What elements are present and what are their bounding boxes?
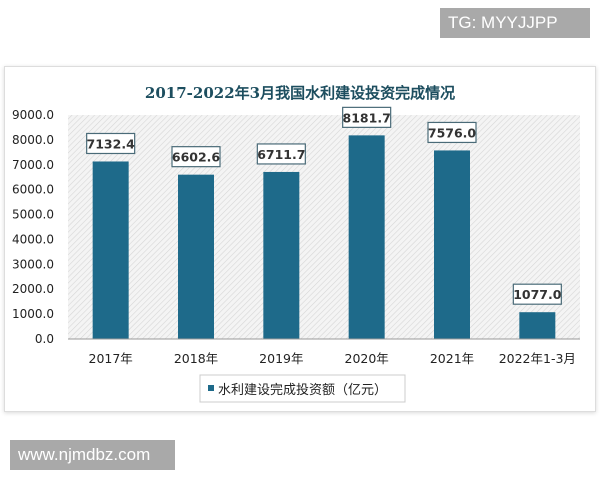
bar [178,174,214,339]
chart-title: 2017-2022年3月我国水利建设投资完成情况 [145,84,455,102]
y-tick-label: 5000.0 [12,208,54,222]
bar [348,135,385,339]
data-label-box [171,146,221,168]
bar [434,150,470,339]
y-tick-label: 9000.0 [12,108,54,122]
data-label: 8181.7 [343,110,391,125]
data-label-box [512,283,562,305]
y-tick-label: 3000.0 [12,257,54,271]
x-tick-label: 2017年 [89,351,133,366]
plot-area [68,115,580,339]
bar [263,171,300,339]
watermark-top: TG: MYYJJPP [440,8,590,38]
y-tick-label: 4000.0 [12,232,54,246]
data-label: 1077.0 [513,287,562,302]
legend-label: 水利建设完成投资额（亿元） [218,382,387,398]
data-label-box [342,106,392,128]
data-label-box [86,132,136,155]
data-label: 6711.7 [257,147,305,162]
x-tick-label: 2021年 [430,351,474,366]
data-label: 7132.4 [87,136,136,151]
y-tick-label: 0.0 [35,332,54,346]
y-tick-label: 2000.0 [12,282,54,296]
x-tick-label: 2022年1-3月 [499,351,576,366]
bar [92,161,129,339]
data-label-box [256,143,306,165]
x-tick-label: 2018年 [174,351,218,366]
x-tick-label: 2019年 [259,351,303,366]
watermark-bottom: www.njmdbz.com [10,440,175,470]
x-tick-label: 2020年 [345,351,389,366]
y-tick-label: 8000.0 [12,133,54,147]
y-tick-label: 7000.0 [12,158,54,172]
data-label: 6602.6 [172,150,221,165]
data-label: 7576.0 [428,125,477,140]
legend: 水利建设完成投资额（亿元） [199,374,406,403]
y-tick-label: 6000.0 [12,183,54,197]
data-label-box [427,121,477,144]
y-tick-label: 1000.0 [12,307,54,321]
legend-swatch [208,385,214,391]
bar [519,312,556,339]
